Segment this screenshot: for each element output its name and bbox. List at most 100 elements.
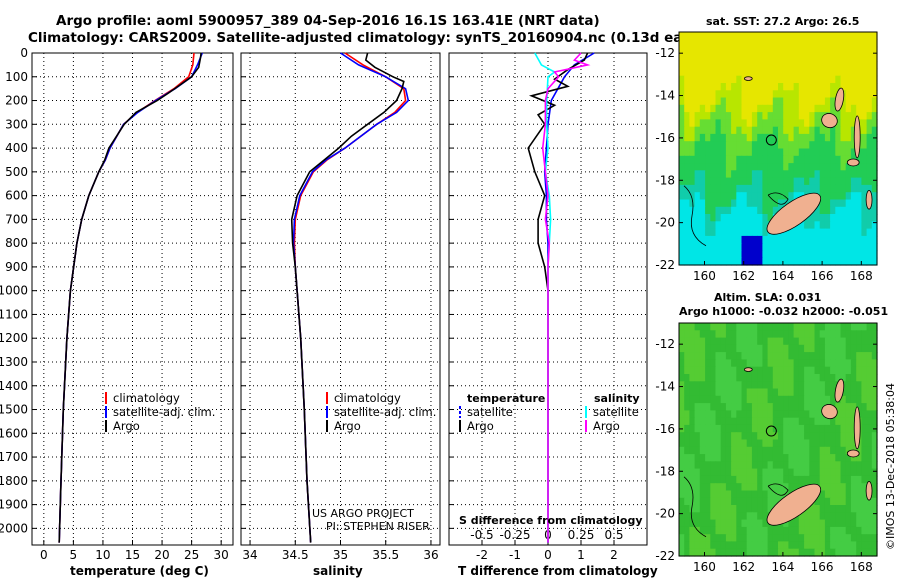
map-cell (725, 512, 732, 521)
map-cell (746, 344, 753, 353)
map-cell (751, 323, 758, 331)
map-cell (814, 148, 821, 157)
map-cell (861, 403, 868, 411)
map-cell (710, 519, 717, 528)
map-cell (835, 323, 842, 331)
map-cell (850, 97, 857, 106)
map-cell (705, 519, 711, 528)
map-cell (783, 119, 789, 128)
map-cell (741, 344, 748, 353)
map-cell (679, 257, 685, 266)
map-cell (778, 112, 784, 120)
map-cell (824, 454, 831, 462)
map-cell (689, 505, 696, 513)
map-cell (819, 75, 826, 84)
map-cell (840, 184, 847, 193)
map-cell (694, 446, 701, 455)
map-cell (751, 534, 758, 543)
map-cell (689, 235, 696, 244)
map-cell (788, 75, 795, 84)
map-cell (835, 359, 842, 368)
map-cell (804, 475, 810, 484)
map-cell (725, 39, 732, 48)
map-cell (720, 61, 727, 69)
map-cell (830, 250, 836, 259)
map-cell (767, 243, 774, 252)
map-cell (840, 417, 847, 426)
map-cell (679, 323, 685, 331)
map-cell (715, 548, 722, 557)
map-cell (814, 184, 821, 193)
map-cell (840, 126, 847, 135)
map-cell (840, 228, 847, 237)
map-cell (845, 177, 852, 186)
map-cell (809, 417, 816, 426)
map-cell (720, 483, 727, 492)
map-cell (814, 534, 821, 543)
map-cell (861, 214, 868, 222)
map-cell (772, 83, 779, 91)
map-cell (710, 352, 717, 360)
map-cell (824, 104, 831, 113)
map-cell (736, 199, 743, 208)
map-cell (804, 461, 810, 470)
map-cell (798, 519, 805, 528)
map-cell (804, 424, 810, 433)
map-cell (736, 468, 743, 477)
map-cell (819, 352, 826, 360)
map-cell (710, 323, 717, 331)
map-cell (741, 184, 748, 193)
map-cell (840, 104, 847, 113)
map-cell (798, 39, 805, 48)
map-cell (684, 199, 690, 208)
map-cell (788, 548, 795, 557)
map-cell (757, 330, 763, 339)
map-cell (684, 454, 690, 462)
map-cell (746, 177, 753, 186)
map-cell (757, 155, 763, 164)
map-cell (856, 192, 862, 201)
map-cell (866, 75, 873, 84)
map-cell (725, 141, 732, 150)
map-cell (762, 163, 769, 171)
map-cell (804, 541, 810, 550)
map-cell (694, 526, 701, 535)
map-cell (699, 192, 706, 201)
map-cell (746, 468, 753, 477)
lat-tick-label: -16 (655, 131, 675, 145)
map-cell (705, 228, 711, 237)
map-cell (741, 483, 748, 492)
map-cell (788, 526, 795, 535)
map-cell (689, 512, 696, 521)
map-cell (741, 548, 748, 557)
map-cell (804, 148, 810, 157)
map-cell (705, 39, 711, 48)
map-cell (840, 235, 847, 244)
map-cell (679, 97, 685, 106)
map-cell (746, 53, 753, 62)
map-cell (772, 112, 779, 120)
map-cell (689, 68, 696, 77)
map-cell (762, 155, 769, 164)
legend-temperature-title: temperature (467, 392, 545, 405)
map-cell (710, 90, 717, 99)
map-cell (736, 192, 743, 201)
lon-tick-label: 168 (850, 269, 873, 283)
map-cell (824, 221, 831, 230)
map-cell (866, 53, 873, 62)
legend-s-satellite: satellite (593, 405, 639, 419)
map-cell (793, 526, 800, 535)
map-cell (778, 330, 784, 339)
map-cell (757, 46, 763, 55)
map-cell (856, 221, 862, 230)
map-cell (850, 512, 857, 521)
map-cell (715, 68, 722, 77)
map-cell (757, 337, 763, 346)
map-cell (715, 344, 722, 353)
map-cell (819, 439, 826, 448)
map-cell (819, 126, 826, 135)
map-cell (699, 243, 706, 252)
y-tick-label: 800 (5, 236, 28, 250)
map-cell (684, 163, 690, 171)
map-cell (778, 475, 784, 484)
